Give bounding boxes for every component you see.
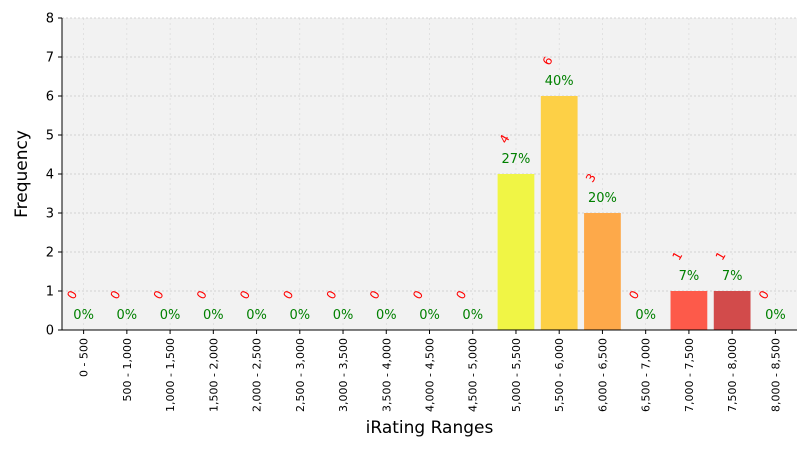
percent-label: 0% xyxy=(203,308,224,323)
x-tick-label: 5,000 - 5,500 xyxy=(510,338,523,412)
percent-label: 0% xyxy=(160,308,181,323)
y-tick-label: 4 xyxy=(46,168,54,183)
percent-label: 7% xyxy=(722,269,743,284)
percent-label: 7% xyxy=(679,269,700,284)
x-axis-title: iRating Ranges xyxy=(366,418,494,438)
percent-label: 0% xyxy=(462,308,483,323)
y-axis-ticks: 0 1 2 3 4 5 6 7 8 xyxy=(46,12,62,339)
percent-label: 27% xyxy=(502,152,531,167)
bars xyxy=(497,96,751,330)
percent-label: 0% xyxy=(765,308,786,323)
y-tick-label: 3 xyxy=(46,207,54,222)
x-axis-ticks: 0 - 500 500 - 1,000 1,000 - 1,500 1,500 - 2… xyxy=(78,330,782,412)
percent-label: 0% xyxy=(333,308,354,323)
percent-label: 20% xyxy=(588,191,617,206)
percent-label: 0% xyxy=(419,308,440,323)
x-tick-label: 8,000 - 8,500 xyxy=(769,338,782,412)
bar xyxy=(713,291,751,330)
y-tick-label: 7 xyxy=(46,51,54,66)
percent-label: 0% xyxy=(376,308,397,323)
x-tick-label: 3,000 - 3,500 xyxy=(337,338,350,412)
x-tick-label: 0 - 500 xyxy=(78,338,91,377)
x-tick-label: 6,000 - 6,500 xyxy=(596,338,609,412)
bar xyxy=(497,174,535,330)
y-tick-label: 2 xyxy=(46,246,54,261)
x-tick-label: 4,500 - 5,000 xyxy=(467,338,480,412)
y-tick-label: 5 xyxy=(46,129,54,144)
x-tick-label: 1,500 - 2,000 xyxy=(207,338,220,412)
x-tick-label: 2,000 - 2,500 xyxy=(251,338,264,412)
bar xyxy=(584,213,621,330)
percent-label: 0% xyxy=(289,308,310,323)
data-labels: 0%00%00%00%00%00%00%00%00%00%027%440%620… xyxy=(64,54,786,323)
x-tick-label: 7,000 - 7,500 xyxy=(683,338,696,412)
percent-label: 0% xyxy=(73,308,94,323)
x-tick-label: 2,500 - 3,000 xyxy=(294,338,307,412)
x-tick-label: 1,000 - 1,500 xyxy=(164,338,177,412)
y-tick-label: 0 xyxy=(46,324,54,339)
x-tick-label: 3,500 - 4,000 xyxy=(380,338,393,412)
y-tick-label: 8 xyxy=(46,12,54,27)
bar xyxy=(670,291,708,330)
y-tick-label: 6 xyxy=(46,90,54,105)
percent-label: 40% xyxy=(545,74,574,89)
x-tick-label: 4,000 - 4,500 xyxy=(424,338,437,412)
y-tick-label: 1 xyxy=(46,285,54,300)
percent-label: 0% xyxy=(117,308,138,323)
percent-label: 0% xyxy=(635,308,656,323)
y-axis-title: Frequency xyxy=(12,130,32,218)
x-tick-label: 500 - 1,000 xyxy=(121,338,134,401)
x-tick-label: 5,500 - 6,000 xyxy=(553,338,566,412)
bar xyxy=(540,96,578,330)
x-tick-label: 6,500 - 7,000 xyxy=(640,338,653,412)
percent-label: 0% xyxy=(246,308,267,323)
x-tick-label: 7,500 - 8,000 xyxy=(726,338,739,412)
